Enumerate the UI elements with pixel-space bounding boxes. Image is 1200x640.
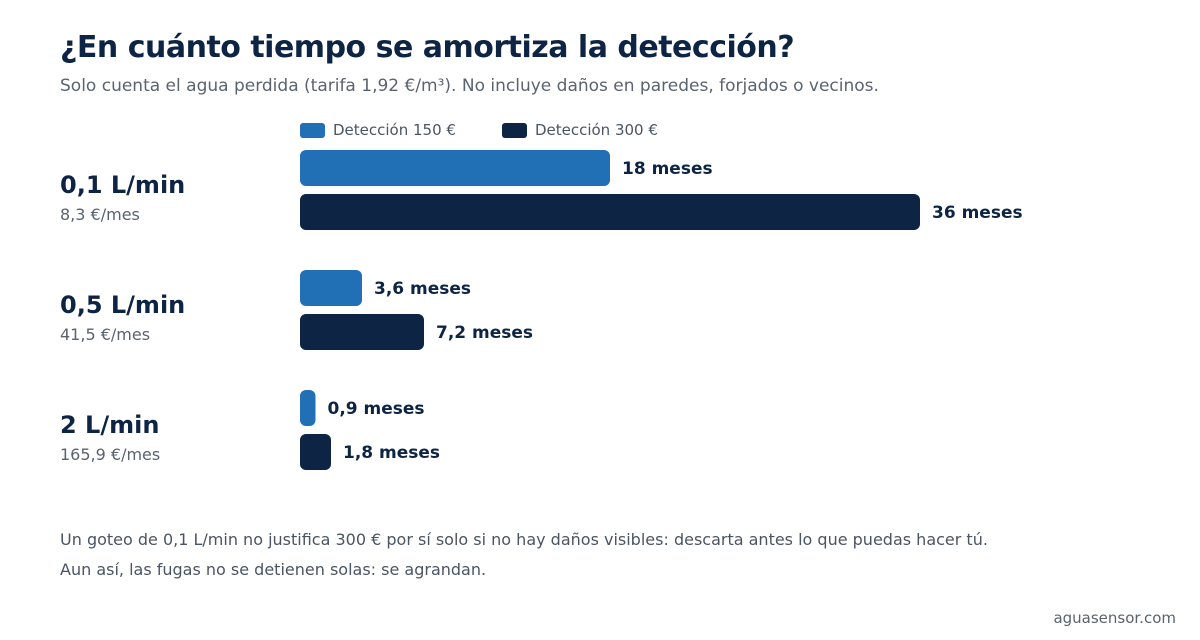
- legend-label-150: Detección 150 €: [333, 121, 456, 139]
- footnote-2: Aun así, las fugas no se detienen solas:…: [60, 560, 487, 579]
- monthly-cost-label: 8,3 €/mes: [60, 205, 140, 224]
- monthly-cost-label: 41,5 €/mes: [60, 325, 151, 344]
- group-label-0: 0,1 L/min 8,3 €/mes: [60, 171, 185, 224]
- bar-300-0: [300, 194, 920, 230]
- bar-150-2: [300, 390, 316, 426]
- bar-300-2: [300, 434, 331, 470]
- chart-title: ¿En cuánto tiempo se amortiza la detecci…: [60, 30, 795, 65]
- footnote-1: Un goteo de 0,1 L/min no justifica 300 €…: [60, 530, 988, 549]
- flow-rate-label: 0,1 L/min: [60, 171, 186, 199]
- chart-subtitle: Solo cuenta el agua perdida (tarifa 1,92…: [60, 76, 879, 96]
- flow-rate-label: 0,5 L/min: [60, 291, 186, 319]
- bar-value-label: 36 meses: [932, 203, 1023, 223]
- bar-value-label: 7,2 meses: [436, 323, 533, 343]
- group-label-2: 2 L/min 165,9 €/mes: [60, 411, 160, 464]
- legend-item-150: Detección 150 €: [300, 121, 456, 139]
- group-label-1: 0,5 L/min 41,5 €/mes: [60, 291, 185, 344]
- bar-value-label: 1,8 meses: [343, 443, 440, 463]
- legend-swatch-300: [501, 122, 527, 138]
- bar-value-label: 3,6 meses: [374, 279, 471, 299]
- legend-item-300: Detección 300 €: [501, 121, 658, 139]
- legend-swatch-150: [300, 122, 325, 138]
- monthly-cost-label: 165,9 €/mes: [60, 445, 161, 464]
- legend-label-300: Detección 300 €: [534, 121, 658, 139]
- bar-value-label: 18 meses: [622, 159, 713, 179]
- bar-150-1: [300, 270, 362, 306]
- bar-300-1: [300, 314, 424, 350]
- bar-value-label: 0,9 meses: [328, 399, 425, 419]
- source-credit: aguasensor.com: [1053, 609, 1176, 627]
- flow-rate-label: 2 L/min: [60, 411, 160, 439]
- legend: Detección 150 € Detección 300 €: [300, 121, 658, 139]
- bar-150-0: [300, 150, 610, 186]
